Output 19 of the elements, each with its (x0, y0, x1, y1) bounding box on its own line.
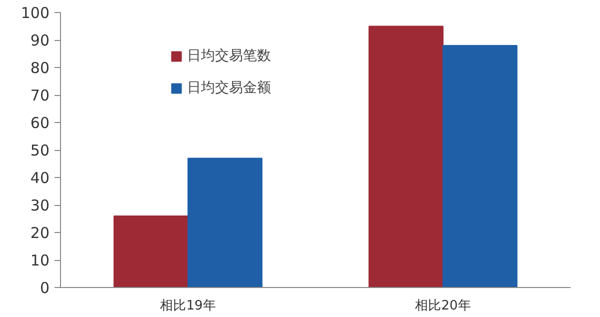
y-tick-label: 0 (40, 279, 50, 297)
y-tick-label: 50 (30, 142, 50, 160)
bar (188, 158, 262, 288)
x-tick-label: 相比19年 (160, 298, 216, 314)
y-tick-label: 100 (20, 4, 50, 22)
y-tick-label: 80 (30, 59, 50, 77)
x-tick-label: 相比20年 (415, 298, 471, 314)
y-tick-label: 10 (30, 252, 50, 270)
y-tick-label: 60 (30, 114, 50, 132)
bar (442, 45, 518, 288)
y-tick-label: 30 (30, 196, 50, 214)
y-tick-label: 70 (30, 86, 50, 104)
bar (114, 216, 188, 288)
y-tick-label: 90 (30, 32, 50, 50)
bar (368, 26, 444, 288)
legend-label: 日均交易金额 (187, 79, 271, 97)
y-tick-label: 20 (30, 224, 50, 242)
y-tick-label: 40 (30, 169, 50, 187)
legend-label: 日均交易笔数 (187, 47, 271, 65)
